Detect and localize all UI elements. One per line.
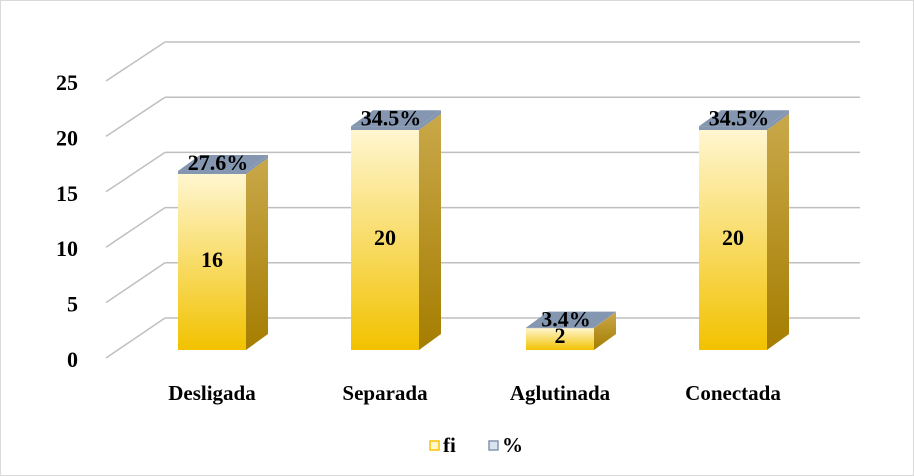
y-tick-label: 20 xyxy=(56,125,78,150)
bar-side xyxy=(767,110,789,130)
y-tick-label: 25 xyxy=(56,70,78,95)
bar-side xyxy=(419,110,441,130)
bar-side xyxy=(246,154,268,174)
bar-front xyxy=(351,126,419,130)
data-label: 16 xyxy=(201,247,223,272)
y-tick-label: 10 xyxy=(56,236,78,261)
data-label: 34.5% xyxy=(361,105,422,130)
bar-side xyxy=(246,158,268,350)
grid-line xyxy=(105,317,166,359)
legend-label: % xyxy=(502,433,523,457)
data-label: 3.4% xyxy=(541,307,591,332)
bar-front xyxy=(526,328,594,350)
y-tick-label: 5 xyxy=(67,292,78,317)
legend-swatch xyxy=(488,440,499,451)
data-label: 27.6% xyxy=(188,150,249,175)
bar-side xyxy=(594,312,616,350)
x-tick-label: Conectada xyxy=(685,381,781,405)
bar-side xyxy=(419,114,441,350)
bar-front xyxy=(699,130,767,350)
data-label: 34.5% xyxy=(709,105,770,130)
bar-side xyxy=(594,311,616,328)
grid-line xyxy=(105,206,166,248)
grid-line xyxy=(105,262,166,304)
bar-top xyxy=(351,110,441,127)
y-tick-label: 15 xyxy=(56,181,78,206)
legend-swatch xyxy=(429,440,440,451)
x-tick-label: Separada xyxy=(342,381,428,405)
bar-top xyxy=(178,154,268,171)
grid-line xyxy=(105,96,166,138)
bar-front xyxy=(178,170,246,174)
y-tick-label: 0 xyxy=(67,347,78,372)
bar-front xyxy=(526,327,594,329)
bar-top xyxy=(526,311,616,328)
bar-front xyxy=(699,126,767,130)
data-label: 20 xyxy=(374,225,396,250)
legend-label: fi xyxy=(443,433,456,457)
x-tick-label: Desligada xyxy=(168,381,256,405)
bar-side xyxy=(767,114,789,350)
data-label: 20 xyxy=(722,225,744,250)
bar-front xyxy=(178,174,246,350)
x-tick-label: Aglutinada xyxy=(510,381,611,405)
data-label: 2 xyxy=(555,323,566,348)
grid-line xyxy=(105,151,166,193)
bar-front xyxy=(351,130,419,350)
bar-top xyxy=(699,110,789,127)
grid-line xyxy=(105,41,166,82)
